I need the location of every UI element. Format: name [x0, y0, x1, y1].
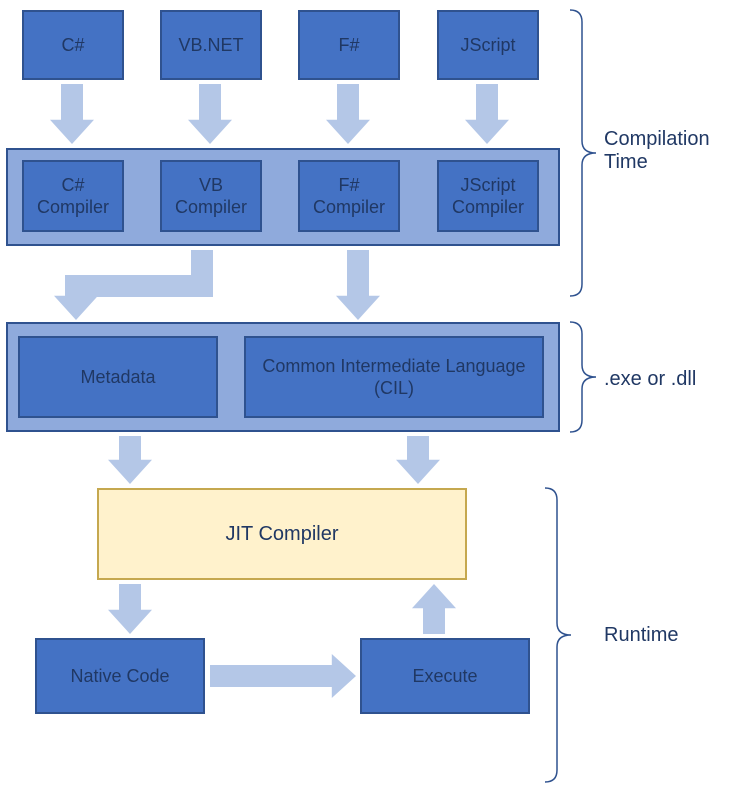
phase-label-output: .exe or .dll — [604, 368, 734, 391]
jit-to-native — [108, 584, 152, 634]
comp3-label: F# Compiler — [304, 174, 394, 219]
exec-label: Execute — [412, 665, 477, 688]
node-native-code: Native Code — [35, 638, 205, 714]
lang2-to-comp2 — [188, 84, 232, 144]
node-cil: Common Intermediate Language (CIL) — [244, 336, 544, 418]
comp-to-cil — [336, 250, 380, 320]
node-execute: Execute — [360, 638, 530, 714]
lang2-label: VB.NET — [178, 34, 243, 57]
native-label: Native Code — [70, 665, 169, 688]
comp2-label: VB Compiler — [166, 174, 256, 219]
comp1-label: C# Compiler — [28, 174, 118, 219]
node-lang-jscript: JScript — [437, 10, 539, 80]
node-jit-compiler: JIT Compiler — [97, 488, 467, 580]
comp-to-meta — [54, 250, 213, 320]
node-compiler-csharp: C# Compiler — [22, 160, 124, 232]
phase-label-runtime: Runtime — [604, 624, 734, 647]
brace-runtime — [545, 488, 571, 782]
lang3-label: F# — [338, 34, 359, 57]
node-metadata: Metadata — [18, 336, 218, 418]
jit-label: JIT Compiler — [226, 522, 339, 547]
brace-compile — [570, 10, 596, 296]
meta-label: Metadata — [80, 366, 155, 389]
node-compiler-vb: VB Compiler — [160, 160, 262, 232]
native-to-exec — [210, 654, 356, 698]
exec-to-jit — [412, 584, 456, 634]
lang4-to-comp4 — [465, 84, 509, 144]
lang1-label: C# — [61, 34, 84, 57]
node-compiler-fsharp: F# Compiler — [298, 160, 400, 232]
lang3-to-comp3 — [326, 84, 370, 144]
meta-to-jit — [108, 436, 152, 484]
node-lang-csharp: C# — [22, 10, 124, 80]
cil-to-jit — [396, 436, 440, 484]
phase-label-compile: Compilation Time — [604, 128, 734, 174]
lang4-label: JScript — [460, 34, 515, 57]
lang1-to-comp1 — [50, 84, 94, 144]
cil-label: Common Intermediate Language (CIL) — [250, 355, 538, 400]
comp4-label: JScript Compiler — [443, 174, 533, 219]
node-lang-vbnet: VB.NET — [160, 10, 262, 80]
node-lang-fsharp: F# — [298, 10, 400, 80]
brace-output — [570, 322, 596, 432]
node-compiler-jscript: JScript Compiler — [437, 160, 539, 232]
